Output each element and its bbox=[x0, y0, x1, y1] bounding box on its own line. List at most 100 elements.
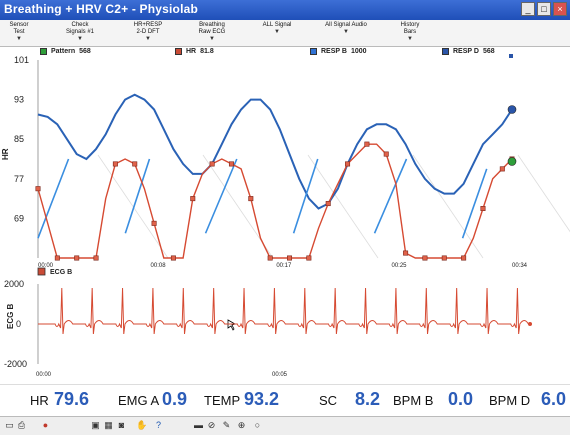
hr-point bbox=[441, 255, 447, 261]
menu-label: ALL Signal bbox=[262, 22, 292, 28]
background-trace bbox=[412, 154, 484, 259]
add-icon[interactable]: ⊕ bbox=[237, 420, 246, 430]
chart-legend: Pattern 568 HR 81.8 RESP B 1000 RESP D 568 bbox=[0, 47, 570, 59]
marker-resp-d bbox=[507, 105, 517, 114]
menu-label: All Signal Audio bbox=[325, 22, 367, 28]
legend-label: HR bbox=[186, 48, 197, 55]
ecg-y-tick-label: 2000 bbox=[4, 279, 24, 289]
chevron-down-icon: ▼ bbox=[16, 36, 22, 42]
resp-b-ramp bbox=[204, 158, 238, 234]
readout-temp-value: 93.2 bbox=[244, 389, 280, 409]
hr-point bbox=[422, 255, 428, 261]
hr-point bbox=[190, 196, 196, 202]
hr-point bbox=[403, 250, 409, 256]
hr-axis-label: HR bbox=[1, 148, 10, 160]
ecg-legend-swatch bbox=[37, 267, 46, 276]
ecg-x-tick-label: 00:00 bbox=[36, 372, 52, 378]
readout-hr-value: 79.6 bbox=[54, 389, 90, 409]
hr-point bbox=[228, 161, 234, 167]
bar-icon[interactable]: ▬ bbox=[194, 420, 203, 430]
readout-emg-label: EMG A bbox=[118, 393, 160, 408]
chevron-down-icon: ▼ bbox=[274, 29, 280, 35]
hr-point bbox=[248, 196, 254, 202]
ecg-end-point bbox=[528, 322, 532, 326]
menu-label: Check bbox=[71, 22, 89, 28]
hr-point bbox=[54, 255, 60, 261]
readout-bpm-d-value: 6.0 bbox=[541, 389, 567, 409]
hr-y-tick-label: 77 bbox=[14, 174, 24, 184]
marker-pattern bbox=[507, 157, 517, 166]
hr-point bbox=[306, 255, 312, 261]
screen-menu-bar: Sensor Test ▼ Check Signals #1 ▼ HR+RESP 2-D … bbox=[0, 20, 570, 47]
menu-label: History bbox=[400, 22, 420, 28]
hr-y-tick-label: 101 bbox=[14, 55, 29, 65]
window-icon[interactable]: ▭ bbox=[5, 420, 14, 430]
legend-resp-d[interactable]: RESP D 568 bbox=[442, 48, 495, 55]
maximize-button[interactable]: □ bbox=[537, 2, 551, 16]
hr-point bbox=[383, 151, 389, 157]
readout-bpm-d-label: BPM D bbox=[489, 393, 531, 408]
hr-x-tick-label: 00:00 bbox=[38, 263, 54, 269]
legend-hr[interactable]: HR 81.8 bbox=[175, 48, 214, 55]
legend-value: 568 bbox=[482, 48, 495, 55]
resp-b-ramp bbox=[37, 158, 70, 239]
readout-bpm-b-value: 0.0 bbox=[448, 389, 474, 409]
hr-point bbox=[170, 255, 176, 261]
monitor-icon[interactable]: ▣ bbox=[91, 420, 100, 430]
menu-all-signal-audio[interactable]: All Signal Audio ▼ bbox=[318, 22, 374, 36]
menu-breathing-raw-ecg[interactable]: Breathing Raw ECG ▼ bbox=[192, 22, 232, 43]
circle-icon[interactable]: ○ bbox=[254, 420, 261, 430]
menu-label-2: Raw ECG bbox=[198, 29, 226, 35]
menu-history-bars[interactable]: History Bars ▼ bbox=[392, 22, 428, 43]
draw-icon[interactable]: ✎ bbox=[222, 420, 231, 430]
legend-swatch bbox=[40, 48, 47, 55]
record-icon[interactable]: ● bbox=[42, 420, 49, 430]
readout-bar: HR 79.6 EMG A 0.9 TEMP 93.2 SC 8.2 BPM B… bbox=[0, 384, 570, 417]
minimize-button[interactable]: _ bbox=[521, 2, 535, 16]
hr-point bbox=[267, 255, 273, 261]
hr-point bbox=[480, 206, 486, 212]
print-icon[interactable]: ⎙ bbox=[17, 420, 26, 430]
resp-d-top-marker bbox=[509, 54, 513, 58]
hr-point bbox=[93, 255, 99, 261]
menu-label-2: Test bbox=[13, 29, 25, 35]
legend-value: 1000 bbox=[350, 48, 367, 55]
help-icon[interactable]: ? bbox=[155, 420, 161, 430]
legend-swatch bbox=[175, 48, 182, 55]
legend-swatch bbox=[310, 48, 317, 55]
hr-point bbox=[461, 255, 467, 261]
menu-label: HR+RESP bbox=[133, 22, 163, 28]
hand-icon[interactable]: ✋ bbox=[136, 420, 148, 430]
menu-check-signals[interactable]: Check Signals #1 ▼ bbox=[60, 22, 100, 43]
resp-b-ramp bbox=[124, 158, 151, 234]
ecg-y-tick-label: 0 bbox=[16, 319, 21, 329]
grid-icon[interactable]: ▦ bbox=[104, 420, 113, 430]
legend-swatch bbox=[442, 48, 449, 55]
menu-sensor-test[interactable]: Sensor Test ▼ bbox=[2, 22, 36, 43]
readout-sc-label: SC bbox=[319, 393, 338, 408]
legend-pattern[interactable]: Pattern 568 bbox=[40, 48, 91, 55]
readout-sc-value: 8.2 bbox=[355, 389, 381, 409]
ecg-axis-label: ECG B bbox=[6, 303, 15, 329]
menu-all-signal[interactable]: ALL Signal ▼ bbox=[255, 22, 299, 36]
menu-label: Sensor bbox=[9, 22, 29, 28]
hr-x-tick-label: 00:17 bbox=[276, 263, 292, 269]
hr-point bbox=[209, 161, 215, 167]
camera-icon[interactable]: ◙ bbox=[118, 420, 125, 430]
readout-hr-label: HR bbox=[30, 393, 49, 408]
menu-hr-resp[interactable]: HR+RESP 2-D DFT ▼ bbox=[128, 22, 168, 43]
ecg-x-tick-label: 00:05 bbox=[272, 372, 288, 378]
mute-icon[interactable]: ⊘ bbox=[207, 420, 216, 430]
legend-label: RESP D bbox=[453, 48, 479, 55]
hr-point bbox=[151, 220, 157, 226]
menu-label: Breathing bbox=[199, 22, 225, 28]
resp-b-ramp bbox=[461, 168, 488, 239]
legend-resp-b[interactable]: RESP B 1000 bbox=[310, 48, 367, 55]
hr-point bbox=[345, 161, 351, 167]
legend-value: 568 bbox=[79, 48, 91, 55]
background-trace bbox=[517, 154, 570, 233]
chevron-down-icon: ▼ bbox=[77, 36, 83, 42]
hr-point bbox=[132, 161, 138, 167]
close-button[interactable]: × bbox=[553, 2, 567, 16]
